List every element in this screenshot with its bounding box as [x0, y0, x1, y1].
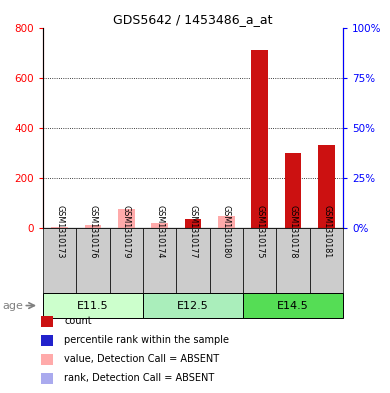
- Text: GSM1310181: GSM1310181: [322, 205, 331, 259]
- Text: GSM1310174: GSM1310174: [155, 205, 164, 259]
- Text: GSM1310177: GSM1310177: [188, 205, 198, 259]
- Bar: [85, 227, 101, 228]
- Text: count: count: [64, 316, 92, 327]
- Text: GSM1310179: GSM1310179: [122, 205, 131, 259]
- Text: GSM1310176: GSM1310176: [89, 205, 98, 259]
- Bar: [151, 224, 168, 228]
- Bar: [51, 227, 68, 228]
- Text: E12.5: E12.5: [177, 301, 209, 310]
- Text: age: age: [2, 301, 23, 310]
- Bar: [185, 219, 201, 228]
- Bar: [285, 153, 301, 228]
- Text: GSM1310175: GSM1310175: [255, 205, 264, 259]
- Text: percentile rank within the sample: percentile rank within the sample: [64, 335, 229, 345]
- Bar: [85, 225, 101, 228]
- Text: GSM1310180: GSM1310180: [222, 205, 231, 259]
- Text: GSM1310173: GSM1310173: [55, 205, 64, 259]
- Title: GDS5642 / 1453486_a_at: GDS5642 / 1453486_a_at: [113, 13, 273, 26]
- Text: GSM1310178: GSM1310178: [289, 205, 298, 259]
- Text: value, Detection Call = ABSENT: value, Detection Call = ABSENT: [64, 354, 220, 364]
- Bar: [252, 50, 268, 228]
- Text: E14.5: E14.5: [277, 301, 309, 310]
- Text: rank, Detection Call = ABSENT: rank, Detection Call = ABSENT: [64, 373, 214, 383]
- Bar: [318, 145, 335, 228]
- Bar: [218, 216, 235, 228]
- Text: E11.5: E11.5: [77, 301, 109, 310]
- Bar: [118, 209, 135, 228]
